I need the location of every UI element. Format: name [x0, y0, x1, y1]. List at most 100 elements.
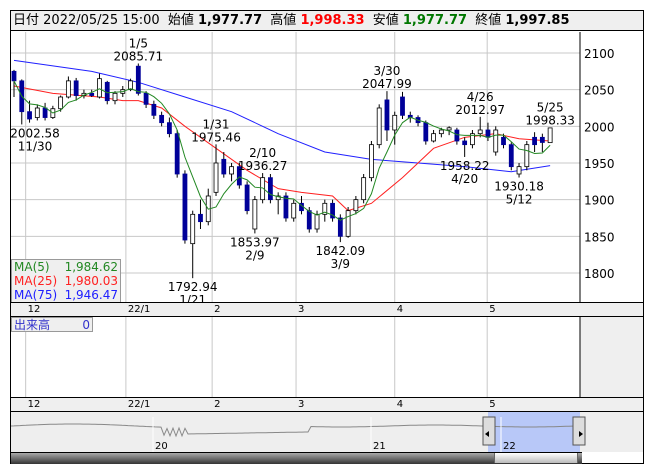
candle — [314, 210, 320, 233]
candle — [291, 199, 297, 222]
annotation-date: 4/20 — [451, 172, 478, 186]
candle — [539, 133, 545, 152]
candle — [65, 76, 71, 99]
navigator-selection — [488, 412, 580, 452]
candle-body — [34, 107, 40, 118]
y-tick-label: 1800 — [584, 267, 615, 281]
candle-body — [361, 177, 367, 201]
candle-body — [314, 213, 320, 230]
candle — [376, 104, 382, 149]
candle-body — [345, 210, 351, 237]
annotation-value: 2047.99 — [362, 77, 412, 91]
candle-body — [221, 158, 227, 175]
annotation-date: 5/12 — [506, 193, 533, 207]
year-label: 21 — [373, 441, 386, 452]
candle — [423, 120, 429, 145]
candle-body — [337, 217, 343, 237]
candle-body — [65, 80, 71, 98]
candle-body — [190, 213, 196, 245]
candle-body — [97, 78, 102, 98]
candle-body — [58, 96, 64, 110]
candle-body — [11, 70, 17, 82]
ohlc-header: 日付 2022/05/25 15:00 始値 1,977.77 高値 1,998… — [11, 11, 643, 31]
candle-body — [73, 80, 79, 96]
candle — [143, 91, 149, 108]
candle — [213, 144, 219, 196]
scrollbar-thumb[interactable] — [494, 453, 578, 463]
ma5-value: 1,984.62 — [64, 260, 118, 274]
chart-window: 日付 2022/05/25 15:00 始値 1,977.77 高値 1,998… — [10, 10, 644, 464]
candle — [508, 142, 514, 171]
candle-body — [275, 195, 281, 201]
annotation-value: 1975.46 — [191, 130, 241, 144]
candle-body — [322, 202, 328, 215]
annotation-date: 3/9 — [331, 257, 350, 271]
date-value: 2022/05/25 15:00 — [43, 13, 160, 28]
scrollbar[interactable] — [11, 452, 582, 464]
month-label: 12 — [27, 399, 41, 410]
candle — [198, 199, 203, 229]
candle-body — [260, 177, 266, 201]
volume-label: 出来高 — [14, 318, 51, 332]
month-label: 5 — [489, 399, 496, 410]
candle — [353, 195, 359, 215]
right-handle[interactable] — [572, 416, 586, 446]
candle-body — [128, 80, 133, 91]
annotation-value: 1853.97 — [230, 235, 280, 249]
candle-body — [42, 107, 48, 118]
volume-axis — [580, 317, 643, 397]
candle — [532, 132, 537, 152]
candle — [159, 111, 165, 127]
candle-body — [151, 103, 157, 116]
candle — [174, 129, 180, 178]
candle-body — [283, 195, 289, 219]
candle — [485, 122, 491, 141]
candle-body — [532, 136, 537, 146]
candle — [151, 100, 157, 119]
annotation-date: 1/5 — [129, 36, 148, 50]
candle — [462, 137, 468, 157]
close-label: 終値 — [475, 13, 502, 28]
ma5-label: MA(5) — [14, 260, 50, 274]
y-tick-label: 1850 — [584, 230, 615, 244]
candle — [244, 181, 250, 215]
volume-date-axis: 12 22/1 2 3 4 5 — [11, 397, 643, 412]
left-handle[interactable] — [482, 416, 496, 446]
candle — [19, 79, 25, 125]
ma75-value: 1,946.47 — [64, 288, 118, 302]
low-label: 安値 — [372, 13, 399, 28]
candle — [400, 91, 405, 119]
month-label: 22/1 — [127, 304, 151, 315]
ma25-value: 1,980.03 — [64, 274, 118, 288]
candle-body — [392, 114, 398, 131]
ma5-line — [13, 80, 551, 221]
annotation-date: 2/9 — [245, 248, 264, 262]
y-tick-label: 2000 — [584, 120, 615, 134]
year-label: 22 — [503, 441, 516, 452]
ma-legend: MA(5) 1,984.62 MA(25) 1,980.03 MA(75) 1,946… — [11, 259, 121, 303]
candle — [392, 111, 398, 145]
y-tick-label: 2100 — [584, 47, 615, 61]
candle-body — [446, 127, 452, 131]
volume-chart[interactable] — [11, 317, 643, 397]
y-tick-label: 2050 — [584, 84, 615, 98]
navigator[interactable]: 20 21 22 — [11, 412, 643, 452]
candle-body — [369, 144, 374, 179]
candle — [470, 129, 475, 149]
candle — [330, 199, 335, 222]
annotation-date: 1/21 — [179, 293, 206, 302]
low-value: 1,977.77 — [402, 13, 468, 28]
candle — [477, 116, 483, 138]
ma75-legend: MA(75) 1,946.47 — [12, 288, 120, 302]
date-label: 日付 — [13, 13, 40, 28]
candle — [547, 127, 553, 144]
annotation-value: 1930.18 — [494, 180, 544, 194]
ma75-label: MA(75) — [14, 288, 58, 302]
candle — [42, 102, 48, 121]
candle — [501, 133, 506, 149]
candle-body — [438, 129, 444, 135]
annotation-date: 3/30 — [373, 64, 400, 78]
price-chart[interactable]: 2100 2050 2000 1950 1900 1850 1800 2002.5811/30… — [11, 32, 643, 302]
month-label: 4 — [396, 399, 404, 410]
candle — [97, 73, 102, 99]
